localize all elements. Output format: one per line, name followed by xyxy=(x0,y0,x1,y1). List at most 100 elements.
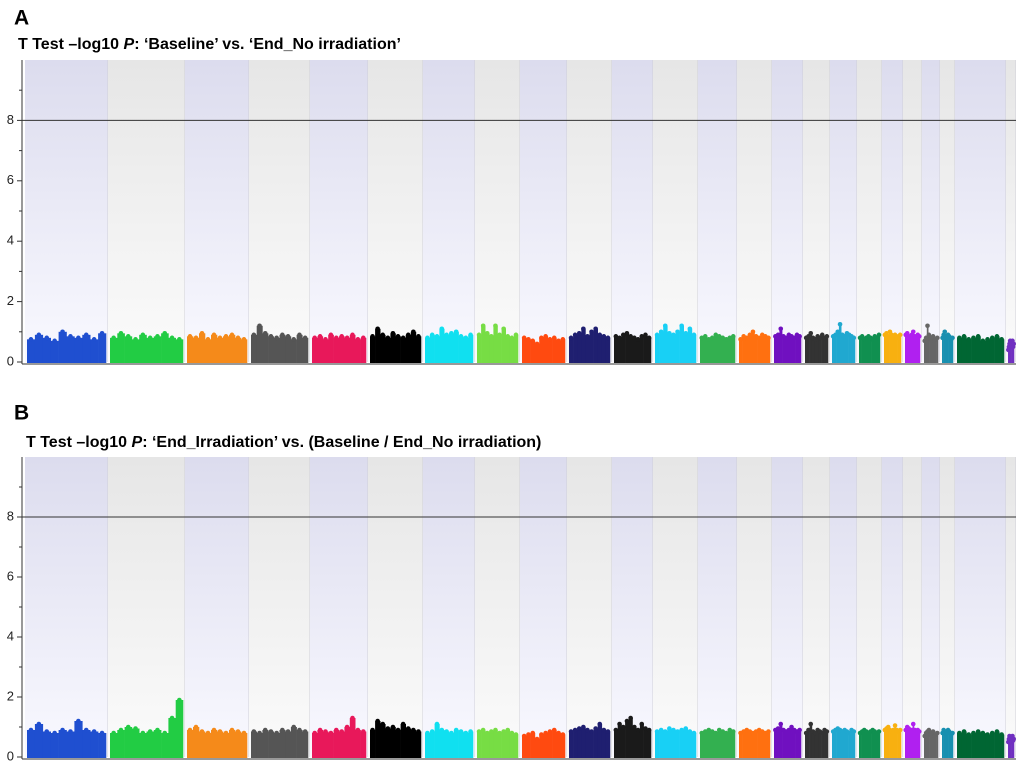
snp-point xyxy=(395,334,401,339)
snp-point xyxy=(480,727,486,733)
snp-stack xyxy=(434,724,440,758)
snp-point xyxy=(797,334,802,339)
panel-title: T Test –log10 P: ‘End_Irradiation’ vs. (… xyxy=(26,434,541,451)
snp-point xyxy=(675,729,680,734)
snp-stack xyxy=(569,337,574,363)
snp-point xyxy=(593,726,598,731)
snp-point xyxy=(975,334,981,339)
snp-stack xyxy=(742,731,746,758)
snp-point xyxy=(613,334,619,339)
snp-point xyxy=(539,335,544,341)
snp-point xyxy=(643,332,648,338)
snp-point xyxy=(297,727,302,733)
snp-stack xyxy=(905,730,907,758)
snp-stack xyxy=(187,336,194,363)
snp-stack xyxy=(779,724,783,758)
snp-stack xyxy=(477,731,482,758)
snp-stack xyxy=(925,337,928,363)
snp-point xyxy=(458,729,464,734)
snp-stack xyxy=(843,336,847,363)
snp-point xyxy=(291,337,297,342)
snp-point xyxy=(285,334,291,339)
snp-stack xyxy=(205,733,212,758)
snp-point xyxy=(897,332,903,338)
snp-stack xyxy=(655,731,660,758)
snp-point xyxy=(223,334,229,339)
snp-point xyxy=(133,337,138,342)
snp-stack xyxy=(867,733,870,758)
snp-point xyxy=(624,331,630,336)
snp-point xyxy=(193,724,199,730)
snp-point xyxy=(229,332,235,338)
snp-stack xyxy=(322,339,329,363)
y-tick-label: 6 xyxy=(7,568,14,583)
snp-point xyxy=(930,334,936,339)
snp-stack xyxy=(573,334,578,363)
snp-point xyxy=(994,729,1000,734)
snp-point xyxy=(675,329,680,335)
snp-stack xyxy=(410,730,417,758)
snp-point xyxy=(375,718,380,724)
snp-stack xyxy=(947,730,949,758)
snp-stack xyxy=(235,337,242,363)
snp-point xyxy=(576,726,582,731)
snp-stack xyxy=(776,728,780,758)
snp-stack xyxy=(66,336,75,363)
snp-point xyxy=(285,729,291,734)
snp-stack xyxy=(985,734,991,758)
snp-point xyxy=(344,724,350,730)
snp-stack xyxy=(217,731,224,758)
snp-stack xyxy=(748,731,752,758)
snp-stack xyxy=(1010,343,1012,363)
snp-stack xyxy=(395,336,401,363)
snp-stack xyxy=(632,337,637,363)
snp-stack xyxy=(838,324,842,363)
snp-stack xyxy=(908,336,910,363)
chromosome-band xyxy=(423,60,475,362)
snp-stack xyxy=(845,333,849,363)
chromosome-band xyxy=(108,60,185,362)
snp-stack xyxy=(1012,736,1014,758)
snp-point xyxy=(756,335,762,341)
snp-point xyxy=(217,335,223,341)
snp-point xyxy=(605,729,611,734)
snp-stack xyxy=(27,730,36,758)
snp-stack xyxy=(897,336,900,363)
snp-point xyxy=(155,727,160,733)
snp-stack xyxy=(395,730,401,758)
snp-stack xyxy=(790,336,794,363)
snp-stack xyxy=(279,730,286,758)
snp-point xyxy=(211,727,217,733)
snp-point xyxy=(439,727,445,733)
snp-point xyxy=(551,335,557,341)
snp-point xyxy=(147,335,153,341)
snp-stack xyxy=(748,334,752,363)
snp-point xyxy=(632,335,637,341)
snp-point xyxy=(585,334,590,339)
snp-stack xyxy=(663,325,668,363)
snp-stack xyxy=(863,730,866,758)
snp-point xyxy=(601,334,607,339)
snp-stack xyxy=(385,728,391,758)
snp-stack xyxy=(168,337,176,363)
snp-stack xyxy=(832,336,835,363)
snp-stack xyxy=(625,721,630,758)
snp-stack xyxy=(717,730,722,758)
snp-stack xyxy=(671,730,676,758)
snp-stack xyxy=(42,731,51,758)
snp-point xyxy=(766,729,771,734)
snp-stack xyxy=(942,733,944,758)
snp-stack xyxy=(290,339,297,363)
snp-stack xyxy=(724,733,729,758)
snp-stack xyxy=(235,731,242,758)
snp-stack xyxy=(117,730,125,758)
snp-point xyxy=(323,729,328,734)
snp-stack xyxy=(714,334,718,363)
snp-stack xyxy=(683,333,689,363)
snp-stack xyxy=(932,731,935,758)
snp-point xyxy=(706,337,712,342)
chromosome-band xyxy=(737,60,772,362)
snp-stack xyxy=(975,731,981,758)
chromosome-band xyxy=(310,457,368,757)
snp-stack xyxy=(628,336,633,363)
